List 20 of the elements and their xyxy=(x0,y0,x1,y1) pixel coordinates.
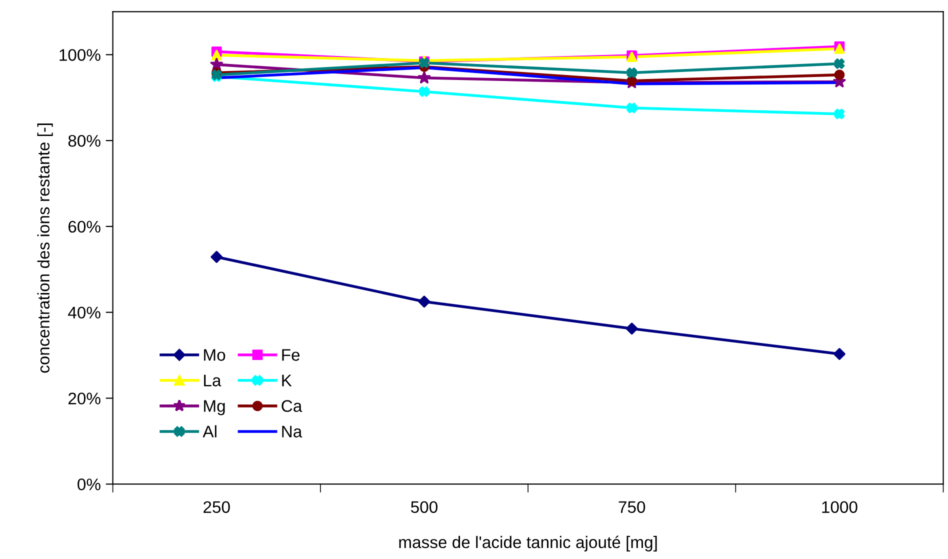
legend-label: Mg xyxy=(204,400,225,416)
x-tick-label: 250 xyxy=(204,501,230,514)
x-tick-label: 500 xyxy=(410,501,438,514)
legend-label: K xyxy=(282,374,292,386)
y-tick-label: 20% xyxy=(68,392,100,404)
x-tick-label: 750 xyxy=(618,501,646,514)
y-tick-label: 80% xyxy=(68,134,100,147)
y-tick-label: 60% xyxy=(68,220,100,233)
legend-label: Mo xyxy=(204,349,226,361)
legend-label: Fe xyxy=(282,349,300,361)
legend-label: Ca xyxy=(282,400,302,412)
y-tick-label: 0% xyxy=(78,478,100,490)
legend-label: Na xyxy=(282,426,302,438)
x-axis-title: masse de l'acide tannic ajouté [mg] xyxy=(399,536,657,552)
y-axis-title: concentration des ions restante [-] xyxy=(37,124,53,373)
legend-label: La xyxy=(204,374,222,386)
y-tick-label: 40% xyxy=(68,306,100,319)
y-tick-label: 100% xyxy=(60,49,100,61)
x-tick-label: 1000 xyxy=(822,501,858,514)
legend-label: Al xyxy=(202,425,216,438)
